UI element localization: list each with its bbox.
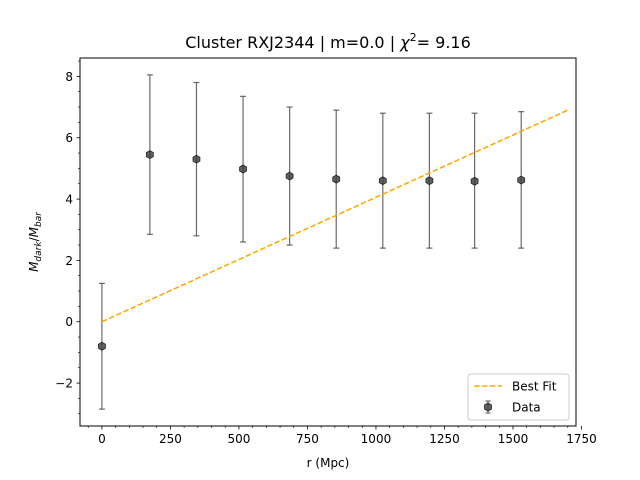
- y-tick-label: 8: [65, 70, 73, 84]
- legend-data-swatch: [484, 400, 492, 414]
- x-tick-label: 0: [98, 432, 106, 446]
- chart-title-suffix: = 9.16: [417, 33, 471, 52]
- x-tick-label: 1250: [429, 432, 460, 446]
- data-point: [285, 171, 294, 181]
- data-point: [378, 176, 387, 186]
- data-point: [239, 164, 247, 174]
- data-point: [146, 150, 154, 160]
- y-tick-label: 2: [65, 254, 73, 268]
- chart-title-sup: 2: [410, 31, 417, 44]
- y-axis-label-sub1: dark: [34, 241, 44, 262]
- data-point: [425, 176, 434, 186]
- plot-area: [80, 58, 576, 426]
- x-tick-label: 750: [296, 432, 319, 446]
- legend: Best Fit Data: [467, 373, 570, 421]
- data-point: [517, 175, 526, 185]
- best-fit-line: [101, 109, 569, 323]
- data-point: [192, 154, 201, 164]
- legend-data-label: Data: [512, 401, 541, 415]
- y-axis-label-m2: M: [27, 226, 41, 237]
- y-axis-label-sub2: bar: [34, 211, 44, 227]
- x-tick-label: 250: [159, 432, 182, 446]
- x-tick-label: 1000: [361, 432, 392, 446]
- chart-title-prefix: Cluster RXJ2344 | m=0.0 |: [185, 33, 400, 52]
- data-point: [470, 176, 479, 186]
- y-tick-label: 4: [65, 193, 73, 207]
- y-axis-label-m1: M: [27, 261, 41, 272]
- chart-title-chi: χ: [399, 33, 410, 52]
- chart-title: Cluster RXJ2344 | m=0.0 | χ2= 9.16: [185, 31, 471, 52]
- x-tick-label: 500: [227, 432, 250, 446]
- x-tick-label: 1500: [498, 432, 529, 446]
- plot-frame: [79, 57, 577, 427]
- data-point: [98, 341, 106, 351]
- x-axis-label: r (Mpc): [307, 456, 350, 470]
- y-tick-label: 0: [65, 315, 73, 329]
- legend-best-fit-label: Best Fit: [512, 380, 557, 394]
- data-point: [332, 174, 341, 184]
- y-axis-label-slash: /: [27, 236, 41, 241]
- y-tick-label: 6: [65, 131, 73, 145]
- y-tick-label: −2: [55, 377, 73, 391]
- y-axis-label: Mdark/Mbar: [27, 211, 44, 272]
- x-tick-label: 1750: [566, 432, 597, 446]
